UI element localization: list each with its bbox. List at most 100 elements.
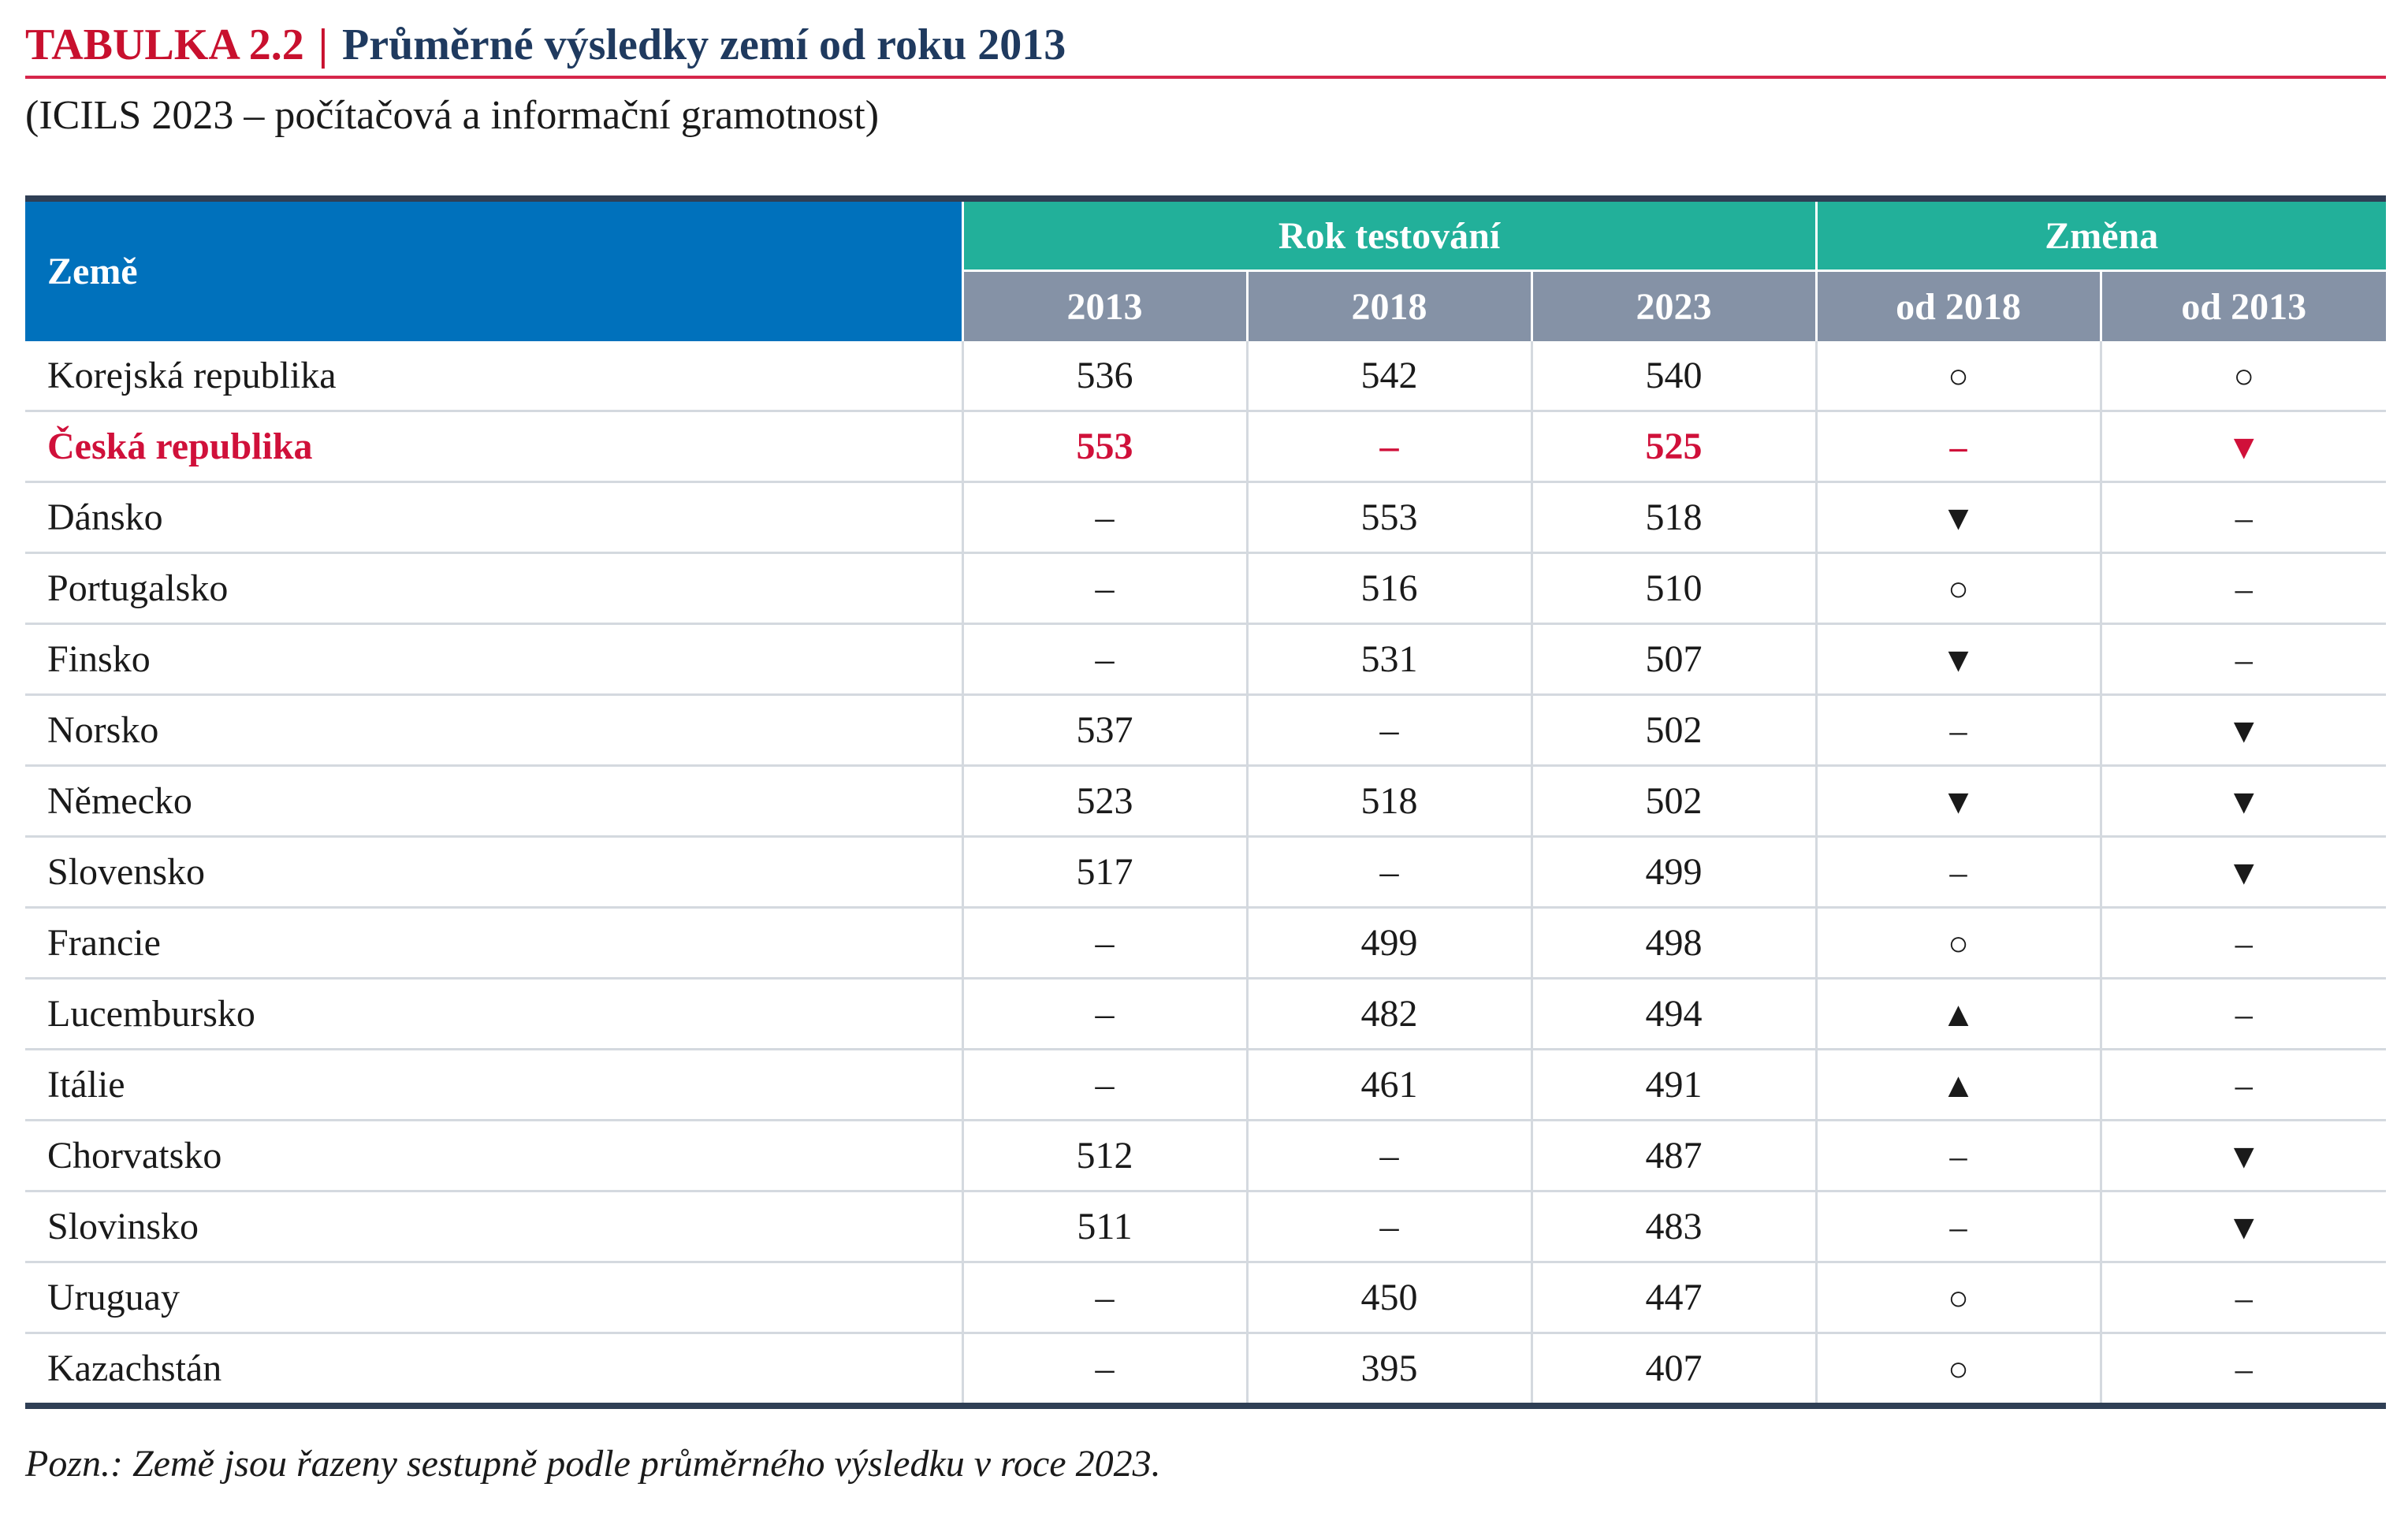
not-available-dash: – (1949, 1208, 1967, 1247)
score-2013-cell: – (961, 1333, 1247, 1409)
country-cell: Finsko (25, 623, 962, 696)
score-2013-cell: 512 (961, 1120, 1247, 1192)
country-cell: Chorvatsko (25, 1120, 962, 1192)
score-2023-cell: 407 (1530, 1333, 1816, 1409)
table-footnote: Pozn.: Země jsou řazeny sestupně podle p… (25, 1443, 1161, 1485)
score-2018-cell: – (1245, 694, 1532, 767)
country-cell: Kazachstán (25, 1333, 962, 1409)
score-2023-cell: 502 (1530, 694, 1816, 767)
not-available-dash: – (2235, 499, 2253, 537)
table-row: Portugalsko – 516 510 ○ – (25, 552, 2386, 625)
change-since-2018-cell: – (1814, 411, 2101, 483)
change-since-2013-cell: ▼ (2099, 411, 2386, 483)
country-cell: Korejská republika (25, 341, 962, 412)
score-2023-cell: 499 (1530, 836, 1816, 909)
column-header-2018: 2018 (1245, 270, 1532, 341)
not-available-dash: – (1949, 1137, 1967, 1176)
score-2018-cell: – (1245, 411, 1532, 483)
score-2013-cell: 553 (961, 411, 1247, 483)
score-2013-cell: – (961, 1262, 1247, 1334)
decrease-triangle-icon: ▼ (2226, 1208, 2261, 1247)
country-cell: Norsko (25, 694, 962, 767)
score-2023-cell: 510 (1530, 552, 1816, 625)
score-2013-cell: 536 (961, 341, 1247, 412)
change-since-2018-cell: ○ (1814, 907, 2101, 980)
score-2023-cell: 491 (1530, 1049, 1816, 1121)
change-since-2013-cell: – (2099, 1333, 2386, 1409)
increase-triangle-icon: ▲ (1941, 995, 1976, 1034)
score-2018-cell: – (1245, 1120, 1532, 1192)
not-available-dash: – (2235, 924, 2253, 963)
score-2018-cell: 531 (1245, 623, 1532, 696)
decrease-triangle-icon: ▼ (2226, 853, 2261, 892)
score-2013-cell: – (961, 978, 1247, 1050)
score-2018-cell: 499 (1245, 907, 1532, 980)
table-row: Lucembursko – 482 494 ▲ – (25, 978, 2386, 1050)
decrease-triangle-icon: ▼ (2226, 428, 2261, 467)
score-2013-cell: – (961, 481, 1247, 554)
country-cell: Itálie (25, 1049, 962, 1121)
table-row: Korejská republika 536 542 540 ○ ○ (25, 341, 2386, 412)
no-change-icon: ○ (1948, 357, 1969, 396)
results-table-container: Země Rok testování Změna 2013 2018 2023 … (25, 195, 2386, 1409)
change-since-2018-cell: ▼ (1814, 481, 2101, 554)
score-2013-cell: 517 (961, 836, 1247, 909)
not-available-dash: – (2235, 995, 2253, 1034)
change-since-2018-cell: – (1814, 1120, 2101, 1192)
column-header-2013: 2013 (962, 270, 1247, 341)
no-change-icon: ○ (1948, 1279, 1969, 1318)
change-since-2013-cell: – (2099, 552, 2386, 625)
country-cell: Slovinsko (25, 1191, 962, 1263)
country-cell: Uruguay (25, 1262, 962, 1334)
column-header-country: Země (25, 202, 964, 341)
country-cell: Dánsko (25, 481, 962, 554)
score-2013-cell: – (961, 552, 1247, 625)
score-2013-cell: – (961, 1049, 1247, 1121)
change-since-2013-cell: – (2099, 978, 2386, 1050)
score-2018-cell: 450 (1245, 1262, 1532, 1334)
change-since-2018-cell: ▼ (1814, 623, 2101, 696)
table-row: Chorvatsko 512 – 487 – ▼ (25, 1120, 2386, 1192)
results-table: Země Rok testování Změna 2013 2018 2023 … (25, 202, 2386, 1409)
score-2018-cell: 542 (1245, 341, 1532, 412)
no-change-icon: ○ (1948, 1350, 1969, 1388)
table-row: Slovensko 517 – 499 – ▼ (25, 836, 2386, 909)
column-group-test-year: Rok testování (962, 202, 1818, 271)
column-group-change: Změna (1816, 202, 2386, 271)
change-since-2018-cell: ○ (1814, 1262, 2101, 1334)
table-row: Kazachstán – 395 407 ○ – (25, 1333, 2386, 1409)
country-cell: Lucembursko (25, 978, 962, 1050)
no-change-icon: ○ (1948, 924, 1969, 963)
table-row: Německo 523 518 502 ▼ ▼ (25, 765, 2386, 838)
no-change-icon: ○ (1948, 570, 1969, 608)
table-row: Itálie – 461 491 ▲ – (25, 1049, 2386, 1121)
change-since-2013-cell: ▼ (2099, 836, 2386, 909)
score-2023-cell: 518 (1530, 481, 1816, 554)
change-since-2018-cell: ▲ (1814, 1049, 2101, 1121)
score-2018-cell: 516 (1245, 552, 1532, 625)
score-2018-cell: – (1245, 1191, 1532, 1263)
score-2023-cell: 502 (1530, 765, 1816, 838)
score-2013-cell: 537 (961, 694, 1247, 767)
change-since-2013-cell: – (2099, 1262, 2386, 1334)
change-since-2013-cell: ▼ (2099, 765, 2386, 838)
table-row: Norsko 537 – 502 – ▼ (25, 694, 2386, 767)
table-row: Uruguay – 450 447 ○ – (25, 1262, 2386, 1334)
score-2013-cell: 523 (961, 765, 1247, 838)
table-body: Korejská republika 536 542 540 ○ ○ Česká… (25, 341, 2386, 1409)
not-available-dash: – (2235, 570, 2253, 608)
table-number-label: TABULKA 2.2 (25, 20, 304, 69)
change-since-2013-cell: – (2099, 481, 2386, 554)
not-available-dash: – (1949, 428, 1967, 467)
score-2023-cell: 447 (1530, 1262, 1816, 1334)
decrease-triangle-icon: ▼ (2226, 712, 2261, 750)
not-available-dash: – (2235, 1350, 2253, 1388)
score-2013-cell: – (961, 623, 1247, 696)
score-2018-cell: 395 (1245, 1333, 1532, 1409)
increase-triangle-icon: ▲ (1941, 1066, 1976, 1105)
score-2018-cell: 461 (1245, 1049, 1532, 1121)
change-since-2018-cell: ▲ (1814, 978, 2101, 1050)
table-row: Dánsko – 553 518 ▼ – (25, 481, 2386, 554)
country-cell: Slovensko (25, 836, 962, 909)
